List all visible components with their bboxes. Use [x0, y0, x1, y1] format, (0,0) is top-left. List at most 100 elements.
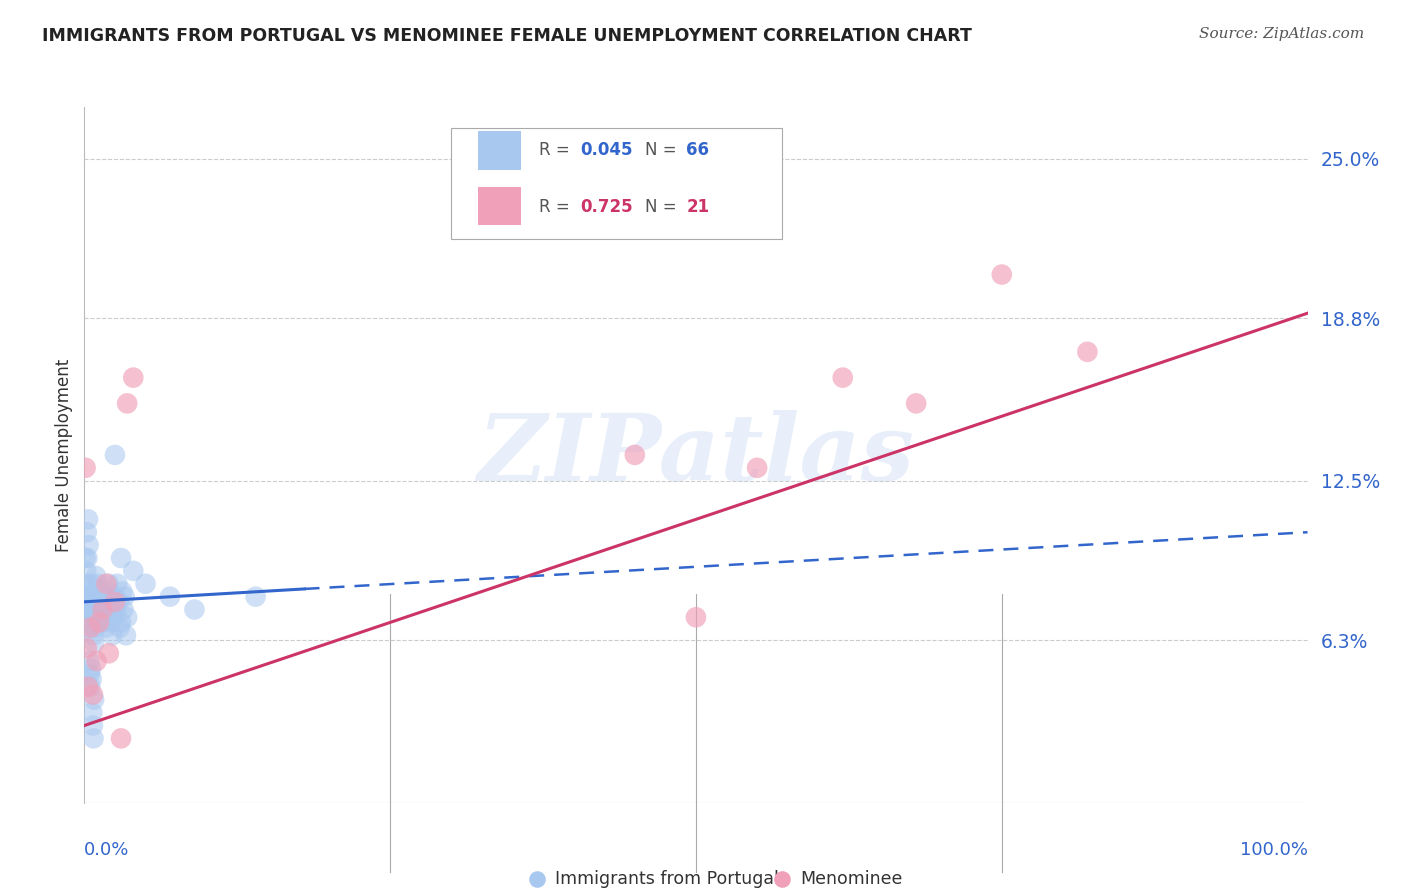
- Point: [991, 268, 1014, 282]
- Point: [115, 610, 138, 624]
- Point: [80, 672, 103, 686]
- FancyBboxPatch shape: [451, 128, 782, 239]
- Point: [75, 602, 97, 616]
- Text: N =: N =: [644, 141, 676, 159]
- Point: [87, 602, 110, 616]
- Point: [86, 615, 108, 630]
- Point: [114, 590, 136, 604]
- Point: [110, 731, 132, 746]
- Point: [135, 576, 157, 591]
- Point: [110, 551, 132, 566]
- Point: [105, 576, 128, 591]
- Point: [87, 615, 110, 630]
- Point: [97, 646, 120, 660]
- Text: 100.0%: 100.0%: [1240, 841, 1308, 859]
- Point: [685, 610, 707, 624]
- Point: [97, 602, 120, 616]
- Bar: [478, 187, 522, 226]
- Point: [101, 628, 124, 642]
- Point: [80, 662, 103, 676]
- Point: [83, 692, 105, 706]
- Point: [84, 602, 107, 616]
- Point: [83, 628, 105, 642]
- Text: 21: 21: [686, 197, 709, 216]
- Point: [1076, 344, 1098, 359]
- Point: [747, 460, 769, 475]
- Point: [82, 718, 104, 732]
- Point: [98, 590, 121, 604]
- Point: [94, 610, 117, 624]
- Point: [75, 551, 97, 566]
- Point: [183, 602, 205, 616]
- Point: [115, 396, 138, 410]
- Point: [77, 512, 100, 526]
- Point: [75, 564, 97, 578]
- Point: [831, 370, 853, 384]
- Point: [77, 595, 100, 609]
- Point: [115, 628, 138, 642]
- Point: [96, 576, 118, 591]
- Bar: [478, 131, 522, 169]
- Text: 0.725: 0.725: [579, 197, 633, 216]
- Point: [93, 590, 115, 604]
- Point: [105, 602, 128, 616]
- Point: [77, 654, 100, 668]
- Point: [77, 584, 100, 599]
- Point: [107, 595, 129, 609]
- Point: [82, 610, 104, 624]
- Text: Menominee: Menominee: [800, 871, 903, 888]
- Point: [79, 667, 101, 681]
- Point: [77, 610, 100, 624]
- Point: [80, 602, 103, 616]
- Point: [108, 621, 131, 635]
- Point: [111, 584, 134, 599]
- Point: [97, 576, 120, 591]
- Point: [83, 731, 105, 746]
- Point: [82, 706, 104, 720]
- Point: [82, 688, 104, 702]
- Point: [79, 621, 101, 635]
- Point: [104, 448, 127, 462]
- Point: [100, 615, 122, 630]
- Text: N =: N =: [644, 197, 676, 216]
- Point: [245, 590, 267, 604]
- Point: [104, 590, 127, 604]
- Y-axis label: Female Unemployment: Female Unemployment: [55, 359, 73, 551]
- Point: [79, 615, 101, 630]
- Text: ZIPatlas: ZIPatlas: [478, 410, 914, 500]
- Text: 0.0%: 0.0%: [84, 841, 129, 859]
- Point: [83, 621, 105, 635]
- Point: [76, 576, 98, 591]
- Point: [76, 525, 98, 540]
- Point: [89, 595, 111, 609]
- Point: [86, 654, 108, 668]
- Point: [96, 621, 118, 635]
- Text: 0.045: 0.045: [579, 141, 633, 159]
- Point: [79, 621, 101, 635]
- Text: Immigrants from Portugal: Immigrants from Portugal: [555, 871, 779, 888]
- Point: [82, 590, 104, 604]
- Point: [159, 590, 181, 604]
- Point: [122, 564, 145, 578]
- Point: [76, 590, 98, 604]
- Point: [84, 569, 107, 583]
- Text: R =: R =: [540, 141, 571, 159]
- Text: Source: ZipAtlas.com: Source: ZipAtlas.com: [1198, 27, 1364, 41]
- Point: [91, 615, 114, 630]
- Point: [104, 595, 127, 609]
- Point: [90, 584, 112, 599]
- Text: 66: 66: [686, 141, 709, 159]
- Point: [112, 602, 135, 616]
- Point: [76, 551, 98, 566]
- Point: [87, 576, 110, 591]
- Point: [624, 448, 647, 462]
- Point: [905, 396, 928, 410]
- Text: IMMIGRANTS FROM PORTUGAL VS MENOMINEE FEMALE UNEMPLOYMENT CORRELATION CHART: IMMIGRANTS FROM PORTUGAL VS MENOMINEE FE…: [42, 27, 972, 45]
- Point: [76, 641, 98, 656]
- Point: [79, 680, 101, 694]
- Point: [110, 615, 132, 630]
- Point: [80, 798, 103, 813]
- Point: [80, 576, 103, 591]
- Text: R =: R =: [540, 197, 571, 216]
- Point: [103, 610, 125, 624]
